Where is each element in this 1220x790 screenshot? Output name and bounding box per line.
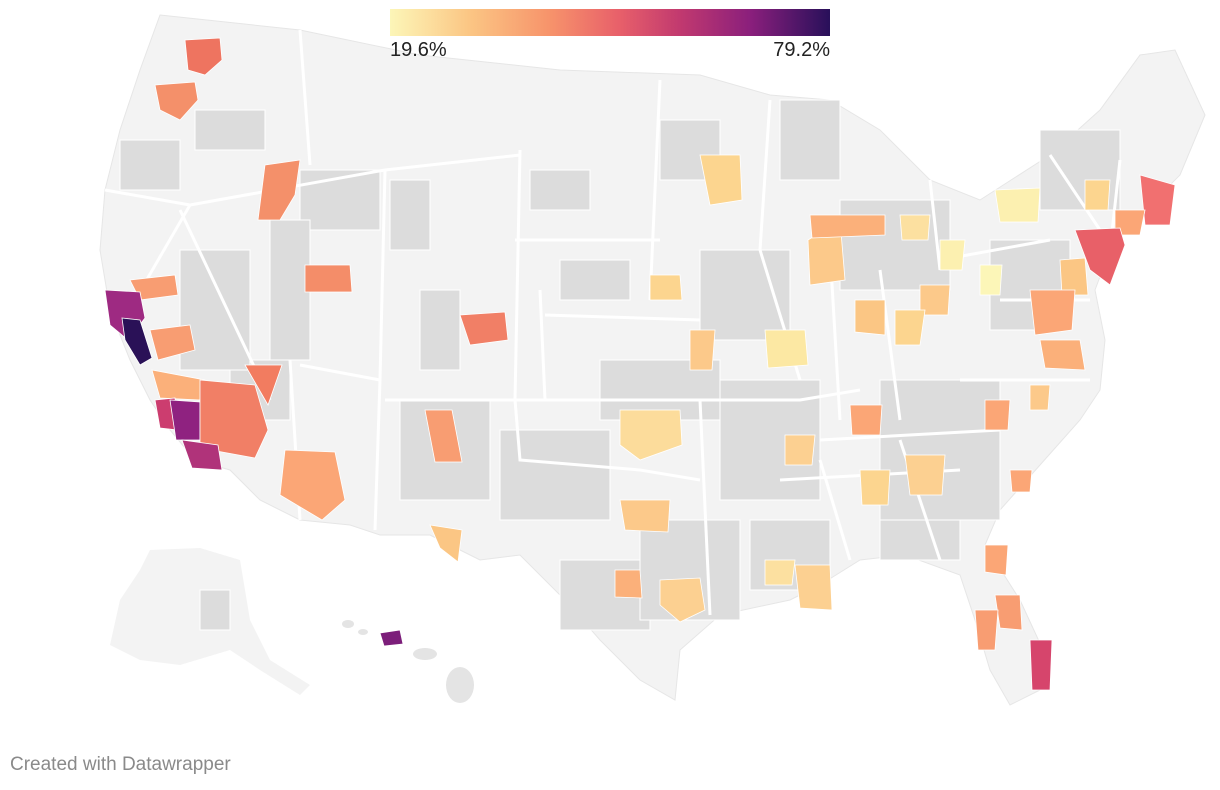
- county-st-louis: [764, 329, 809, 369]
- county-philadelphia: [1059, 257, 1089, 296]
- county-las-vegas: [244, 364, 283, 406]
- county-orlando: [994, 594, 1023, 631]
- county-pittsburgh: [979, 264, 1003, 296]
- county-cincinnati: [894, 309, 926, 346]
- county-el-paso: [429, 524, 463, 563]
- county-baton-rouge: [794, 564, 833, 611]
- county-charlotte: [984, 399, 1011, 431]
- county-denver: [459, 311, 509, 346]
- county-nyc: [1074, 227, 1126, 286]
- county-dallas: [619, 499, 671, 533]
- county-birmingham: [859, 469, 891, 506]
- county-seattle: [184, 37, 223, 76]
- county-jacksonville: [984, 544, 1009, 576]
- county-boise: [257, 159, 301, 221]
- county-omaha: [649, 274, 683, 301]
- county-nashville: [849, 404, 883, 436]
- legend-min-label: 19.6%: [390, 39, 447, 61]
- county-albany: [1084, 179, 1111, 211]
- county-austin: [614, 569, 643, 599]
- county-richmond: [1039, 339, 1086, 371]
- state-borders: [104, 29, 1122, 616]
- county-phoenix: [279, 449, 346, 521]
- county-minneapolis: [699, 154, 743, 206]
- county-boston: [1139, 174, 1176, 226]
- county-hartford: [1114, 209, 1146, 236]
- county-miami: [1029, 639, 1053, 691]
- county-new-orleans: [764, 559, 796, 586]
- county-milwaukee: [809, 214, 886, 239]
- us-county-choropleth-map: [99, 14, 1206, 706]
- county-hawaii-honolulu: [379, 629, 404, 647]
- county-cleveland: [939, 239, 966, 271]
- county-savannah: [1009, 469, 1033, 493]
- county-sacramento: [149, 324, 196, 361]
- highlighted-counties: [104, 37, 1176, 691]
- county-san-diego: [181, 439, 223, 471]
- legend-gradient-bar: [390, 9, 830, 36]
- county-kc: [689, 329, 716, 371]
- county-tampa: [974, 609, 999, 651]
- county-riverside: [199, 379, 269, 459]
- county-indianapolis: [854, 299, 886, 336]
- county-okc: [619, 409, 683, 461]
- color-legend: 19.6% 79.2%: [390, 9, 830, 62]
- hawaii-islands: [342, 620, 474, 703]
- county-raleigh: [1029, 384, 1051, 411]
- county-portland: [154, 81, 199, 121]
- county-memphis: [784, 434, 816, 466]
- county-buffalo: [994, 187, 1041, 223]
- county-atlanta: [904, 454, 946, 496]
- county-albuquerque: [424, 409, 463, 463]
- county-slc: [304, 264, 353, 293]
- county-baltimore-dc: [1029, 289, 1076, 336]
- legend-max-label: 79.2%: [773, 39, 830, 61]
- datawrapper-credit[interactable]: Created with Datawrapper: [10, 754, 231, 775]
- county-houston: [659, 577, 706, 623]
- county-columbus: [919, 284, 951, 316]
- county-detroit: [899, 214, 931, 241]
- county-san-jose: [121, 317, 153, 366]
